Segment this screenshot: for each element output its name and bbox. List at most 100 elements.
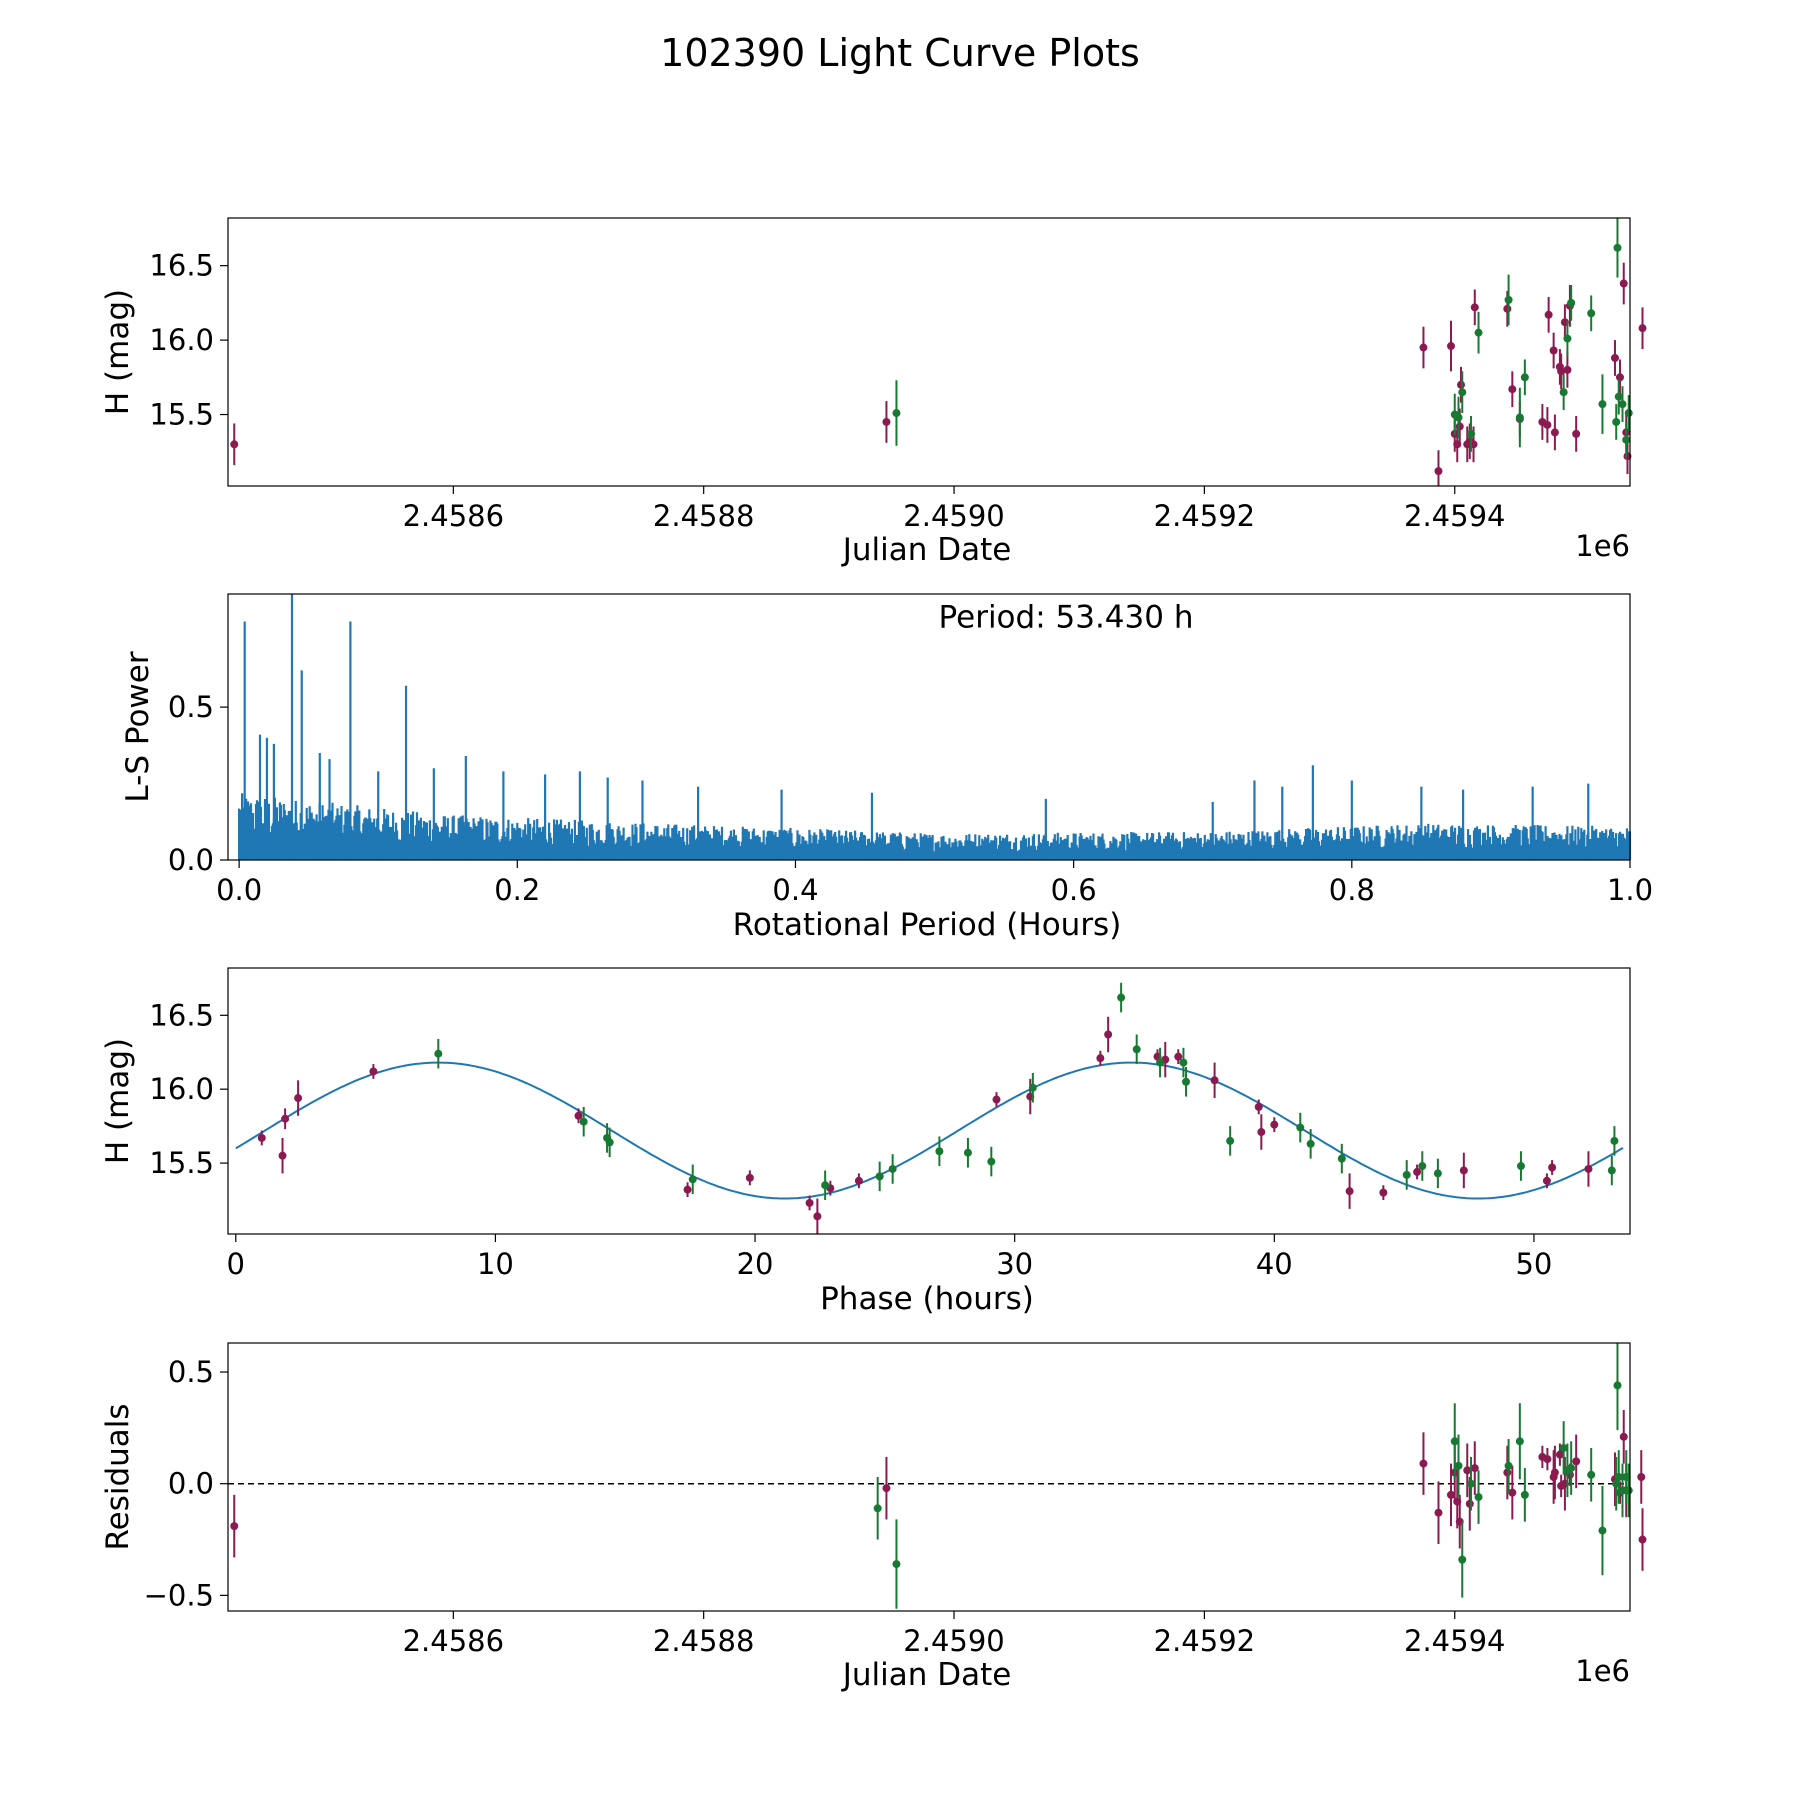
light-curve-point-green — [1520, 373, 1529, 382]
light-curve-ticks: 2.4586 2.4588 2.4590 2.4592 2.4594 15.5 16.0 16… — [149, 249, 1505, 533]
phase-curve-point-green — [579, 1117, 588, 1126]
phase-curve-point-magenta — [1584, 1164, 1593, 1173]
light-curve-point-magenta — [1419, 343, 1428, 352]
light-curve-point-magenta — [1619, 279, 1628, 288]
phase-curve-point-green — [1132, 1045, 1141, 1054]
residuals-point-magenta — [1543, 1455, 1552, 1464]
residuals-point-green — [1614, 1473, 1623, 1481]
light-curve-point-magenta — [1610, 353, 1619, 362]
residuals-xtick-label: 2.4586 — [403, 1624, 504, 1658]
light-curve-frame — [227, 217, 1631, 487]
light-curve-point-magenta — [1457, 380, 1466, 389]
phase-curve-point-magenta — [1104, 1030, 1113, 1039]
light-curve-xtick-label: 2.4590 — [903, 499, 1004, 533]
light-curve-point-green — [1613, 243, 1622, 252]
phase-curve-point-magenta — [1379, 1188, 1388, 1197]
light-curve-point-magenta — [1550, 428, 1559, 437]
residuals-point-green — [1587, 1470, 1596, 1479]
light-curve-point-green — [1474, 328, 1483, 337]
light-curve-ytick-label: 16.0 — [149, 323, 214, 357]
residuals-ytick-label: 0.5 — [168, 1355, 214, 1389]
periodogram-ylabel: L-S Power — [120, 651, 156, 802]
residuals-ytick-label: −0.5 — [144, 1578, 214, 1612]
periodogram-panel: Period: 53.430 h L-S Power Rotational Pe… — [120, 593, 1653, 943]
light-curve-point-magenta — [1549, 346, 1558, 355]
phase-curve-point-green — [1402, 1170, 1411, 1179]
light-curve-point-magenta — [1572, 429, 1581, 438]
periodogram-xtick-label: 0.0 — [216, 873, 262, 907]
light-curve-point-green — [1612, 417, 1621, 426]
residuals-point-magenta — [1470, 1464, 1479, 1473]
phase-curve-point-magenta — [1096, 1054, 1105, 1063]
phase-curve-xtick-label: 20 — [737, 1247, 774, 1281]
residuals-point-magenta — [1434, 1508, 1443, 1517]
residuals-point-green — [1613, 1381, 1622, 1390]
residuals-point-green — [1454, 1461, 1463, 1470]
phase-curve-point-green — [1156, 1058, 1165, 1067]
light-curve-point-magenta — [1544, 310, 1553, 319]
periodogram-xtick-label: 0.2 — [494, 873, 540, 907]
light-curve-point-magenta — [1455, 422, 1464, 431]
phase-curve-point-green — [605, 1138, 614, 1147]
phase-curve-point-green — [1337, 1154, 1346, 1163]
phase-curve-point-green — [1610, 1136, 1619, 1145]
residuals-ylabel: Residuals — [100, 1403, 136, 1550]
residuals-xtick-label: 2.4592 — [1154, 1624, 1255, 1658]
residuals-point-magenta — [1463, 1466, 1472, 1475]
phase-curve-point-green — [875, 1172, 884, 1181]
phase-curve-point-green — [688, 1175, 697, 1184]
residuals-offset: 1e6 — [1575, 1654, 1630, 1688]
residuals-point-green — [1450, 1437, 1459, 1446]
phase-curve-point-green — [1296, 1123, 1305, 1132]
light-curve-point-magenta — [230, 440, 239, 449]
phase-curve-panel: H (mag) Phase (hours) 0 10 20 30 40 50 15.5 16.… — [100, 967, 1631, 1317]
residuals-xtick-label: 2.4594 — [1404, 1624, 1505, 1658]
phase-curve-point-green — [1433, 1169, 1442, 1178]
light-curve-point-green — [1515, 413, 1524, 422]
periodogram-marks — [238, 594, 1632, 860]
residuals-point-green — [1559, 1443, 1568, 1452]
periodogram-xtick-label: 0.8 — [1329, 873, 1375, 907]
light-curve-point-green — [1624, 409, 1633, 418]
phase-curve-ytick-label: 16.5 — [149, 998, 214, 1032]
phase-curve-ytick-label: 15.5 — [149, 1146, 214, 1180]
phase-curve-point-magenta — [854, 1176, 863, 1185]
phase-curve-point-green — [963, 1148, 972, 1157]
residuals-point-magenta — [1550, 1468, 1559, 1477]
light-curve-point-magenta — [1543, 420, 1552, 429]
phase-curve-ylabel: H (mag) — [100, 1038, 136, 1164]
residuals-xtick-label: 2.4588 — [653, 1624, 754, 1658]
residuals-point-magenta — [1503, 1468, 1512, 1477]
phase-curve-xtick-label: 40 — [1256, 1247, 1293, 1281]
phase-curve-xlabel: Phase (hours) — [820, 1281, 1034, 1317]
phase-curve-point-magenta — [813, 1212, 822, 1221]
phase-curve-point-magenta — [992, 1095, 1001, 1104]
figure-title: 102390 Light Curve Plots — [660, 31, 1140, 75]
light-curve-point-green — [1454, 413, 1463, 422]
phase-curve-point-green — [1117, 993, 1126, 1002]
phase-curve-point-magenta — [281, 1114, 290, 1123]
light-curve-point-green — [1458, 388, 1467, 397]
residuals-point-green — [1504, 1461, 1513, 1470]
light-curve-point-green — [1467, 429, 1476, 438]
phase-curve-point-green — [1179, 1058, 1188, 1067]
phase-curve-point-green — [434, 1049, 443, 1058]
phase-curve-xtick-label: 0 — [227, 1247, 245, 1281]
periodogram-ytick-label: 0.5 — [168, 690, 214, 724]
residuals-point-magenta — [1619, 1432, 1628, 1441]
light-curve-point-magenta — [1434, 467, 1443, 476]
light-curve-xtick-label: 2.4588 — [653, 499, 754, 533]
phase-curve-point-magenta — [1345, 1187, 1354, 1196]
light-curve-point-magenta — [882, 417, 891, 426]
light-curve-xtick-label: 2.4586 — [403, 499, 504, 533]
light-curve-point-green — [1598, 400, 1607, 409]
phase-curve-point-magenta — [369, 1067, 378, 1076]
phase-curve-xtick-label: 30 — [996, 1247, 1033, 1281]
light-curve-point-magenta — [1638, 324, 1647, 333]
phase-curve-ytick-label: 16.0 — [149, 1072, 214, 1106]
periodogram-xtick-label: 0.4 — [772, 873, 818, 907]
phase-curve-point-magenta — [1174, 1052, 1183, 1061]
residuals-point-green — [1515, 1437, 1524, 1446]
phase-curve-point-magenta — [294, 1094, 303, 1103]
